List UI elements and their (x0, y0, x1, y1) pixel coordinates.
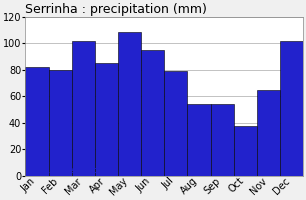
Bar (95, 63, 118, 176)
Text: Serrinha : precipitation (mm): Serrinha : precipitation (mm) (25, 3, 207, 16)
Bar (234, 126, 257, 176)
Bar (164, 71, 188, 176)
Bar (188, 104, 211, 176)
Bar (141, 50, 164, 176)
Bar (49, 70, 72, 176)
Text: www.allmetsat.com: www.allmetsat.com (28, 166, 110, 175)
Bar (118, 32, 141, 176)
Bar (280, 41, 303, 176)
Bar (25, 67, 49, 176)
Bar (211, 104, 234, 176)
Bar (72, 41, 95, 176)
Bar (257, 90, 280, 176)
